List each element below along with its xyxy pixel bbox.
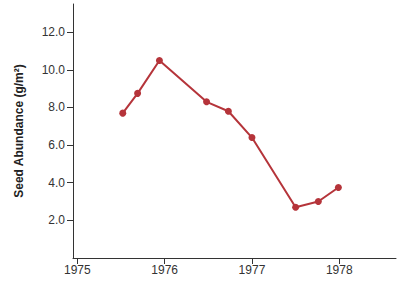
svg-text:8.0: 8.0 [48,100,65,114]
svg-text:1977: 1977 [239,263,266,277]
svg-text:1978: 1978 [326,263,353,277]
svg-text:12.0: 12.0 [42,25,66,39]
svg-text:1975: 1975 [64,263,91,277]
svg-text:6.0: 6.0 [48,138,65,152]
svg-text:4.0: 4.0 [48,176,65,190]
svg-text:Seed Abundance (g/m²): Seed Abundance (g/m²) [12,64,26,198]
svg-text:10.0: 10.0 [42,63,66,77]
svg-text:2.0: 2.0 [48,213,65,227]
svg-text:1976: 1976 [151,263,178,277]
